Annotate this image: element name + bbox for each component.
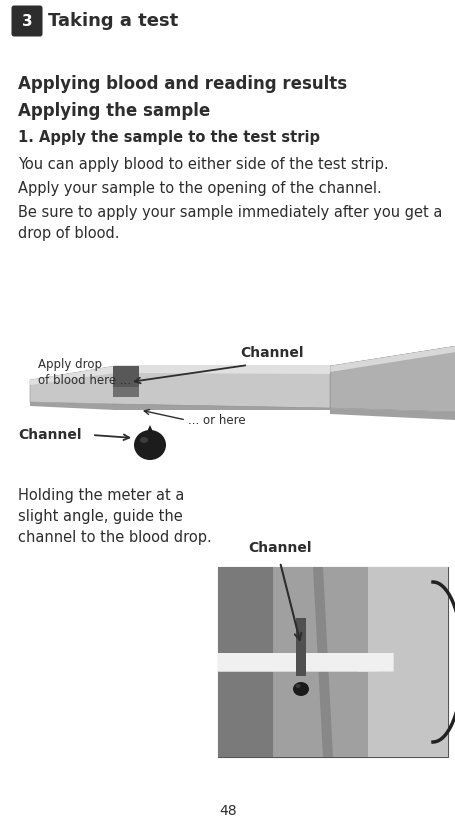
Text: Applying blood and reading results: Applying blood and reading results [18,75,346,93]
Bar [113,366,139,388]
Text: 3: 3 [22,13,32,28]
Polygon shape [329,346,455,372]
Polygon shape [30,366,329,385]
Bar [217,567,447,757]
Bar [217,653,392,671]
Text: Apply drop
of blood here ...: Apply drop of blood here ... [38,358,131,387]
Text: 1. Apply the sample to the test strip: 1. Apply the sample to the test strip [18,130,319,145]
Text: Holding the meter at a
slight angle, guide the
channel to the blood drop.: Holding the meter at a slight angle, gui… [18,488,211,545]
Ellipse shape [295,684,300,688]
Polygon shape [312,567,332,757]
Bar [217,653,392,671]
Text: Be sure to apply your sample immediately after you get a
drop of blood.: Be sure to apply your sample immediately… [18,205,441,241]
Text: 48: 48 [219,804,236,818]
Text: You can apply blood to either side of the test strip.: You can apply blood to either side of th… [18,157,388,172]
Polygon shape [329,346,455,376]
Text: Channel: Channel [248,541,311,555]
Polygon shape [30,366,329,408]
Polygon shape [141,425,159,445]
Text: Channel: Channel [239,346,303,360]
Polygon shape [329,408,455,420]
Polygon shape [329,346,455,412]
Polygon shape [217,567,278,757]
Ellipse shape [140,437,148,443]
Ellipse shape [134,430,166,460]
Polygon shape [30,402,329,410]
Text: Applying the sample: Applying the sample [18,102,210,120]
FancyBboxPatch shape [11,6,42,37]
Text: Taking a test: Taking a test [48,12,178,30]
Text: Apply your sample to the opening of the channel.: Apply your sample to the opening of the … [18,181,381,196]
Text: Channel: Channel [18,428,81,442]
Text: ... or here: ... or here [187,413,245,427]
Polygon shape [367,567,447,757]
Bar [295,618,305,676]
Bar [113,387,139,397]
Bar [295,653,305,671]
Polygon shape [357,653,392,671]
Ellipse shape [293,682,308,696]
Polygon shape [273,567,372,757]
